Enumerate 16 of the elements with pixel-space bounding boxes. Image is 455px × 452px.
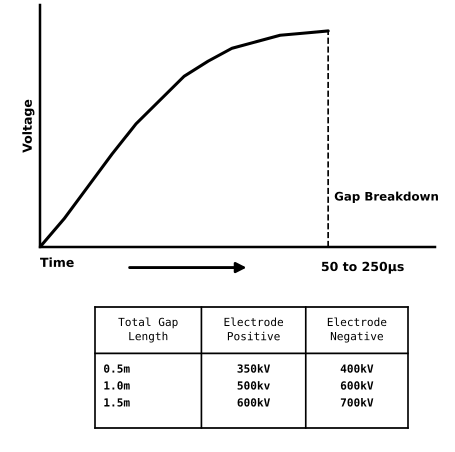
text: 0.5m bbox=[104, 364, 130, 373]
text: 700kV bbox=[340, 398, 374, 407]
text: 500kv bbox=[238, 381, 270, 390]
text: 600kV bbox=[238, 398, 270, 407]
text: 1.0m bbox=[104, 381, 130, 390]
text: 600kV bbox=[340, 381, 374, 390]
category-label: Electrode Negative bbox=[328, 317, 386, 343]
text: 350kV bbox=[238, 364, 270, 373]
text: 50 to 250μs bbox=[322, 262, 404, 274]
annotation: Gap Breakdown bbox=[334, 192, 438, 204]
x-axis-title: Time bbox=[40, 257, 74, 268]
text: 400kV bbox=[340, 364, 374, 373]
category-label: Total Gap Length bbox=[118, 317, 178, 343]
text: 1.5m bbox=[104, 398, 130, 407]
y-axis-title: Voltage bbox=[22, 100, 34, 153]
category-label: Electrode Positive bbox=[224, 317, 284, 340]
